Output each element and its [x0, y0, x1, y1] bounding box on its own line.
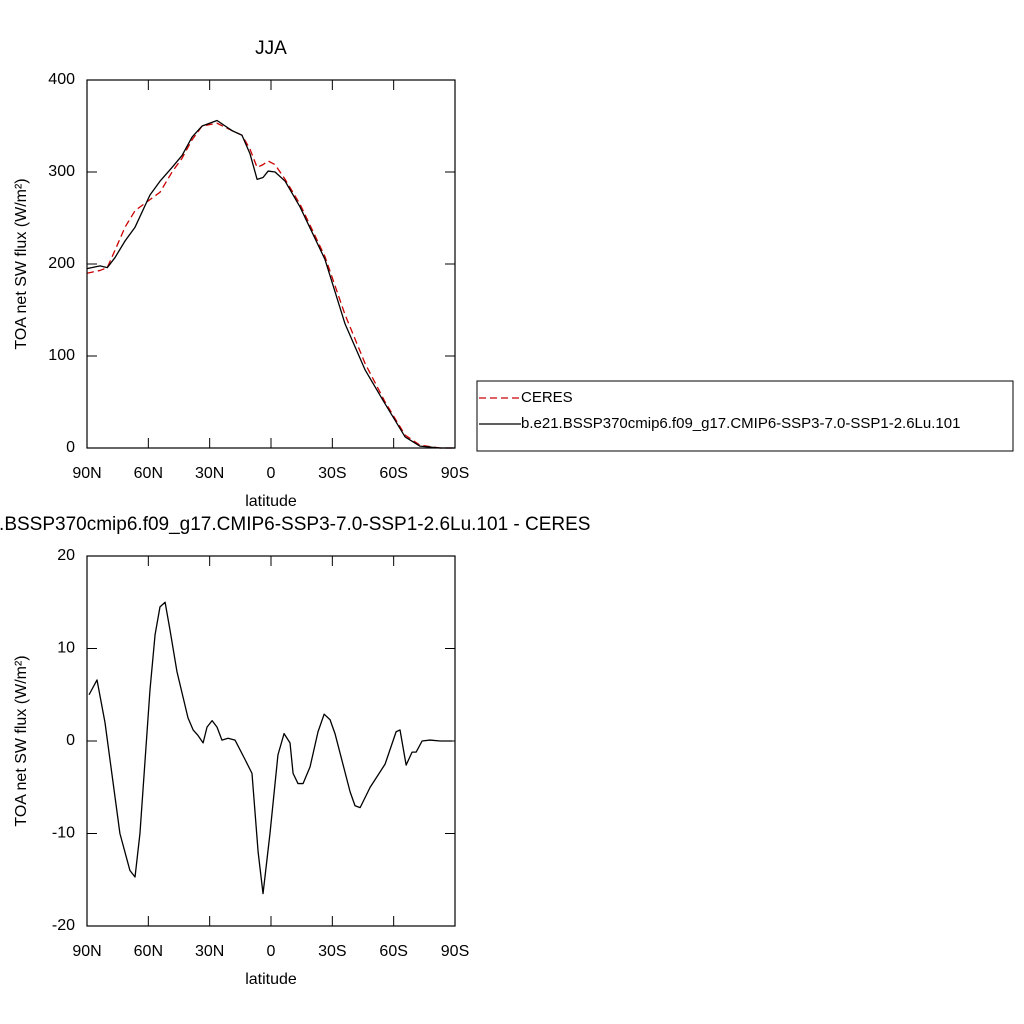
y-tick-label: 300	[48, 163, 75, 180]
x-tick-label: 30S	[318, 943, 346, 960]
x-tick-label: 0	[267, 465, 276, 482]
y-tick-label: 20	[57, 547, 75, 564]
plot-frame	[86, 79, 456, 449]
y-tick-label: 100	[48, 347, 75, 364]
y-tick-label: 200	[48, 255, 75, 272]
y-tick-label: 0	[66, 732, 75, 749]
x-tick-label: 30N	[195, 465, 224, 482]
data-line	[86, 122, 455, 449]
y-tick-label: 10	[57, 640, 75, 657]
y-axis-title: TOA net SW flux (W/m²)	[13, 178, 30, 349]
x-tick-label: 60N	[134, 465, 163, 482]
x-axis-title: latitude	[245, 971, 297, 988]
x-axis-title: latitude	[245, 493, 297, 510]
x-tick-label: 90N	[72, 465, 101, 482]
data-line	[86, 119, 455, 449]
legend-label: b.e21.BSSP370cmip6.f09_g17.CMIP6-SSP3-7.…	[521, 415, 960, 432]
data-line	[88, 601, 452, 895]
x-tick-label: 90N	[72, 943, 101, 960]
legend-label: CERES	[521, 389, 573, 406]
y-tick-label: 0	[66, 439, 75, 456]
chart-title: JJA	[255, 38, 287, 59]
x-tick-label: 60N	[134, 943, 163, 960]
x-tick-label: 0	[267, 943, 276, 960]
x-tick-label: 60S	[379, 465, 407, 482]
x-tick-label: 30N	[195, 943, 224, 960]
x-tick-label: 60S	[379, 943, 407, 960]
plot-frame	[86, 555, 456, 927]
y-tick-label: 400	[48, 71, 75, 88]
y-tick-label: -20	[52, 917, 75, 934]
x-tick-label: 90S	[441, 943, 469, 960]
y-axis-title: TOA net SW flux (W/m²)	[13, 655, 30, 826]
x-tick-label: 90S	[441, 465, 469, 482]
y-tick-label: -10	[52, 825, 75, 842]
legend-box	[476, 380, 1014, 452]
chart-title: b.e21.BSSP370cmip6.f09_g17.CMIP6-SSP3-7.…	[0, 514, 590, 535]
x-tick-label: 30S	[318, 465, 346, 482]
